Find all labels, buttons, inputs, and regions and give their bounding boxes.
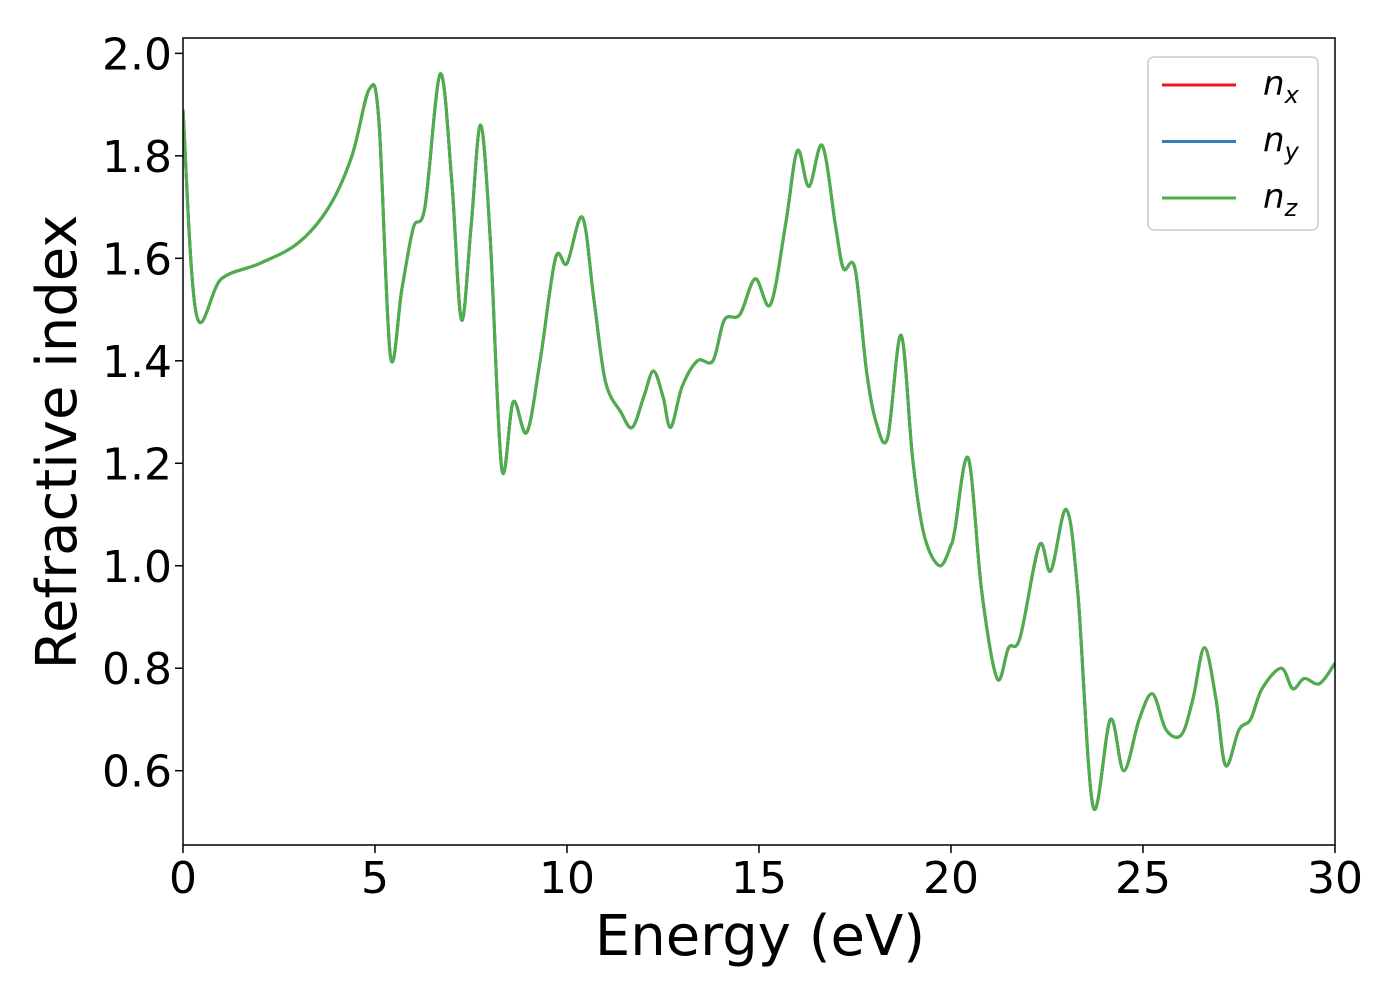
y-tick-label: 1.4 <box>102 337 172 388</box>
x-tick-label: 20 <box>923 853 979 904</box>
y-tick-label: 1.6 <box>102 234 172 285</box>
x-axis-label: Energy (eV) <box>595 904 925 969</box>
legend-label-main: n <box>1263 177 1285 217</box>
plot-frame <box>182 37 1336 846</box>
legend-label-main: n <box>1263 64 1285 104</box>
legend-label: nx <box>1263 64 1300 109</box>
line-series <box>183 72 1335 811</box>
legend-label-sub: y <box>1284 138 1300 166</box>
legend-label-main: n <box>1263 121 1285 161</box>
x-tick-label: 10 <box>539 853 595 904</box>
y-tick-label: 1.2 <box>102 439 172 490</box>
y-tick-label: 1.0 <box>102 542 172 593</box>
legend-label: ny <box>1263 121 1300 166</box>
legend-label: nz <box>1263 177 1299 222</box>
legend-box <box>1147 56 1319 231</box>
x-tick-label: 0 <box>169 853 197 904</box>
y-tick-label: 2.0 <box>102 29 172 80</box>
x-tick-label: 5 <box>361 853 389 904</box>
y-tick-label: 1.8 <box>102 132 172 183</box>
legend-label-sub: x <box>1284 81 1300 109</box>
x-tick-label: 25 <box>1115 853 1171 904</box>
legend-label-sub: z <box>1284 194 1299 222</box>
x-tick-label: 15 <box>731 853 787 904</box>
y-tick-label: 0.8 <box>102 644 172 695</box>
y-tick-label: 0.6 <box>102 747 172 798</box>
y-axis-label: Refractive index <box>25 215 90 670</box>
x-tick-label: 30 <box>1307 853 1363 904</box>
